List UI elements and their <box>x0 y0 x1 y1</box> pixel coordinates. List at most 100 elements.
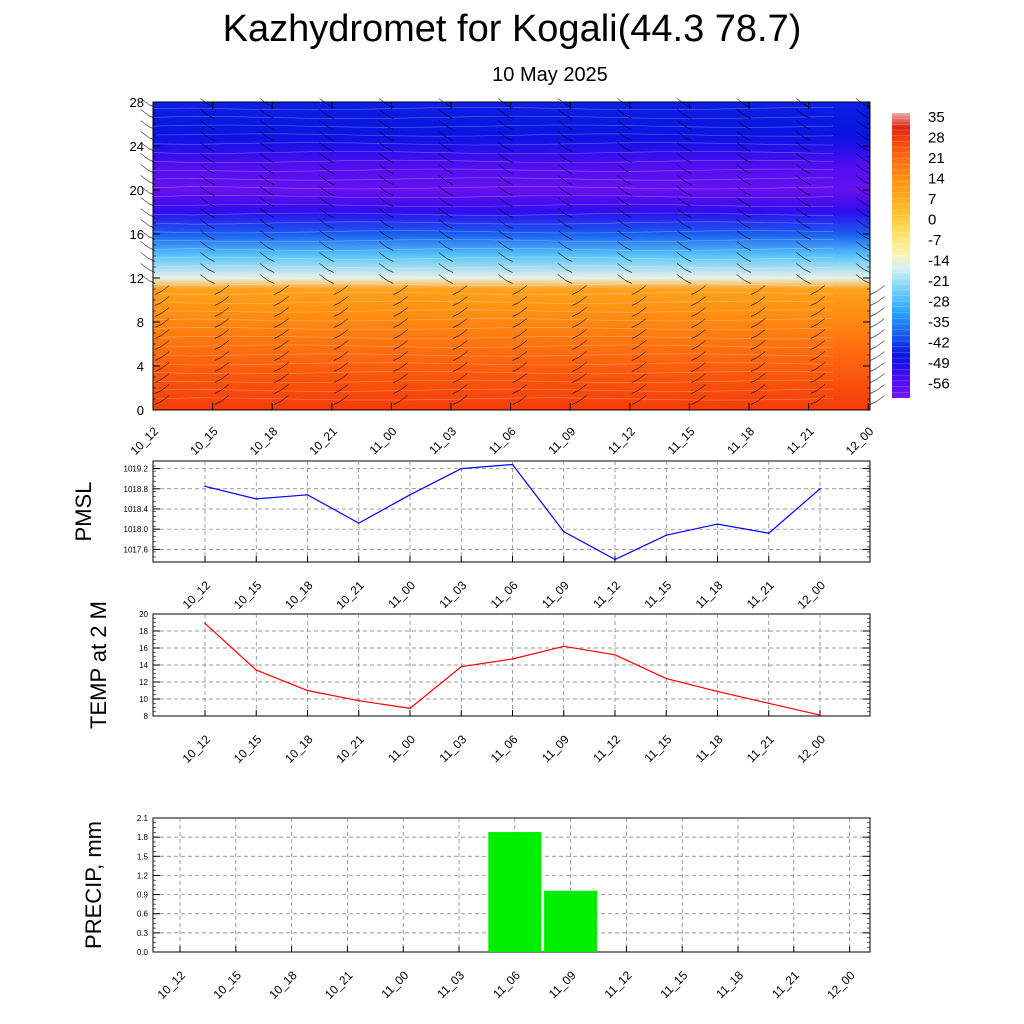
wind-barb <box>804 258 811 262</box>
wind-barb-flag <box>259 131 269 138</box>
wind-barb <box>750 401 758 405</box>
wind-barb <box>691 324 698 328</box>
heatmap-xtick-label: 10_12 <box>128 424 162 458</box>
contour-line <box>152 265 834 269</box>
contour-line <box>152 388 834 392</box>
wind-barb <box>744 214 752 218</box>
data-point <box>255 669 258 671</box>
wind-barb <box>208 258 215 262</box>
wind-barb <box>274 335 281 339</box>
wind-barb <box>744 269 752 273</box>
wind-barb-flag <box>796 263 805 270</box>
xtick-label: 11_09 <box>546 968 579 1001</box>
wind-barb <box>154 324 162 328</box>
data-point <box>357 522 360 524</box>
wind-barb <box>208 236 215 240</box>
wind-barb <box>208 159 215 163</box>
wind-barb <box>386 126 394 130</box>
wind-barb-flag <box>140 274 149 281</box>
wind-barb-flag <box>319 109 328 116</box>
wind-barb-flag <box>557 219 567 226</box>
wind-barb <box>148 192 156 196</box>
wind-barb-flag <box>200 197 209 204</box>
ytick-label: 2.1 <box>137 814 149 823</box>
wind-barb <box>386 236 394 240</box>
colorbar-label: 21 <box>928 150 945 167</box>
wind-barb <box>148 280 156 284</box>
wind-barb-flag <box>339 318 349 325</box>
wind-barb <box>393 379 400 383</box>
wind-barb <box>274 401 281 405</box>
wind-barb-flag <box>280 329 289 336</box>
wind-barb-flag <box>518 329 528 336</box>
wind-barb-flag <box>200 186 209 193</box>
xtick-label: 11_00 <box>385 732 418 765</box>
axis-ylabel: TEMP at 2 M <box>86 601 111 729</box>
heatmap-ytick-label: 24 <box>130 139 144 154</box>
wind-barb <box>327 236 334 240</box>
heatmap-xtick-label: 11_03 <box>426 424 459 457</box>
wind-barb <box>267 258 275 262</box>
wind-barb <box>750 291 758 295</box>
wind-barb-flag <box>259 241 269 248</box>
wind-barb-flag <box>637 395 647 402</box>
xtick-label: 11_12 <box>590 578 623 611</box>
wind-barb-flag <box>378 252 388 259</box>
wind-barb <box>863 115 871 119</box>
wind-barb-flag <box>438 109 447 116</box>
wind-barb <box>691 291 698 295</box>
wind-barb <box>870 291 877 295</box>
wind-barb <box>333 368 341 372</box>
wind-barb-flag <box>876 318 885 325</box>
xtick-label: 11_21 <box>744 578 777 611</box>
wind-barb-flag <box>637 329 647 336</box>
wind-barb-flag <box>498 164 507 171</box>
wind-barb-flag <box>140 153 149 160</box>
xtick-label: 11_15 <box>657 968 690 1001</box>
wind-barb <box>625 280 632 284</box>
wind-barb <box>393 346 400 350</box>
wind-barb-flag <box>259 274 269 281</box>
wind-barb-flag <box>816 307 826 314</box>
colorbar-label: 7 <box>928 191 936 208</box>
wind-barb-flag <box>319 197 328 204</box>
wind-barb-flag <box>339 351 349 358</box>
wind-barb <box>863 159 871 163</box>
wind-barb-flag <box>438 186 447 193</box>
wind-barb-flag <box>319 263 328 270</box>
wind-barb-flag <box>736 142 745 149</box>
wind-barb-flag <box>399 395 408 402</box>
wind-barb-flag <box>855 263 865 270</box>
wind-barb-flag <box>220 340 230 347</box>
wind-barb <box>684 225 692 229</box>
wind-barb-flag <box>399 285 408 292</box>
wind-barb <box>267 181 275 185</box>
wind-barb <box>386 170 394 174</box>
wind-barb-flag <box>459 395 468 402</box>
wind-barb <box>684 258 692 262</box>
wind-barb-flag <box>280 373 289 380</box>
data-point <box>767 702 770 705</box>
ytick-label: 1018.0 <box>124 525 149 534</box>
wind-barb <box>208 104 215 108</box>
wind-barb-flag <box>339 395 349 402</box>
wind-barb <box>274 313 281 317</box>
wind-barb <box>327 148 334 152</box>
wind-barb <box>870 302 877 306</box>
wind-barb-flag <box>676 230 686 237</box>
wind-barb-flag <box>617 164 626 171</box>
wind-barb <box>452 335 460 339</box>
wind-barb <box>691 379 698 383</box>
wind-barb-flag <box>816 296 826 303</box>
heatmap-xtick-label: 10_15 <box>187 424 221 458</box>
wind-barb-flag <box>676 142 686 149</box>
wind-barb-flag <box>319 252 328 259</box>
wind-barb <box>631 291 639 295</box>
wind-barb-flag <box>259 164 269 171</box>
wind-barb <box>572 357 579 361</box>
wind-barb <box>804 148 811 152</box>
wind-barb-flag <box>399 362 408 369</box>
wind-barb <box>512 324 520 328</box>
contour-line <box>152 133 834 137</box>
wind-barb-flag <box>855 252 865 259</box>
